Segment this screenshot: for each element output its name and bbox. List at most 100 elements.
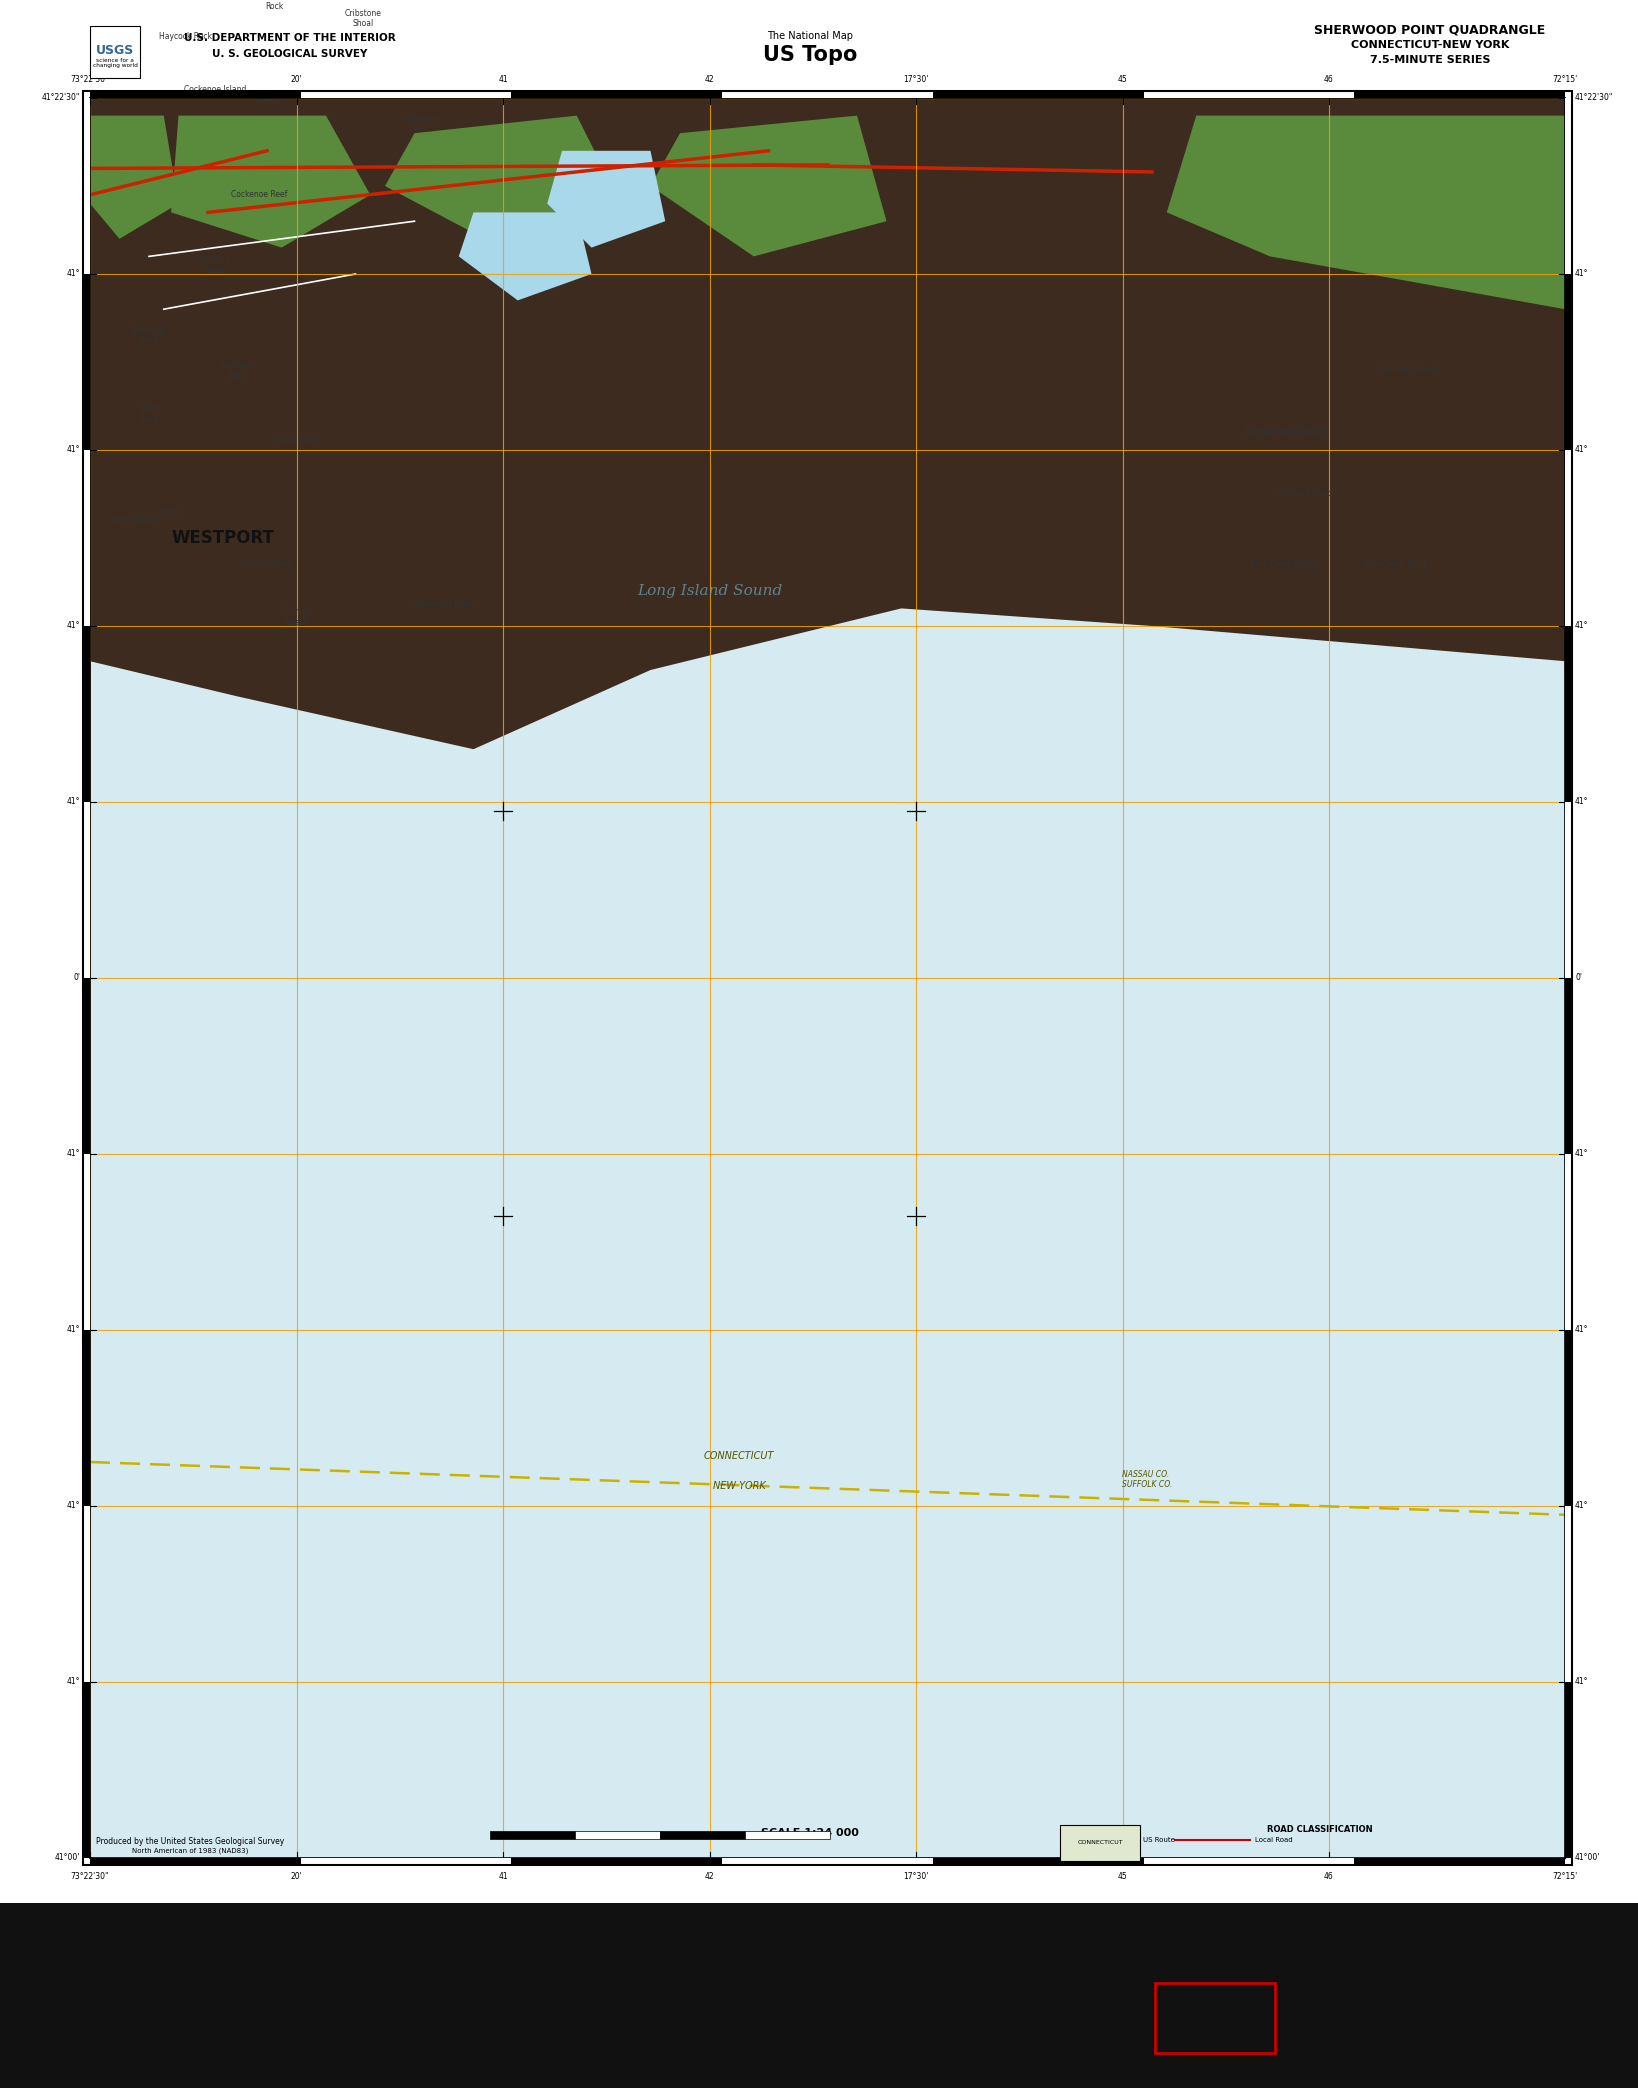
Text: US Route: US Route	[1143, 1837, 1174, 1844]
Text: Compo Point: Compo Point	[242, 560, 292, 568]
Bar	[1564, 1330, 1572, 1505]
Bar	[90, 98, 1564, 1858]
Bar	[1143, 92, 1355, 98]
Bar	[84, 92, 1572, 1865]
Bar	[934, 1858, 1143, 1865]
Text: 41°: 41°	[67, 798, 80, 806]
Bar	[1564, 1683, 1572, 1858]
Bar	[575, 1831, 660, 1840]
Bar	[511, 92, 722, 98]
Bar	[1564, 802, 1572, 977]
Bar	[84, 1683, 90, 1858]
Text: Fairfield Public Beach: Fairfield Public Beach	[1243, 428, 1325, 436]
Text: NEW YORK: NEW YORK	[713, 1480, 765, 1491]
Text: 41°22'30": 41°22'30"	[1576, 94, 1613, 102]
Text: science for a
changing world: science for a changing world	[93, 58, 138, 69]
Bar	[1155, 1984, 1274, 2053]
Bar	[84, 1505, 90, 1683]
Bar	[0, 1858, 1638, 1908]
Text: US Topo: US Topo	[763, 46, 857, 65]
Polygon shape	[459, 213, 591, 301]
Text: 73°22'30": 73°22'30"	[70, 75, 110, 84]
Text: 0': 0'	[1576, 973, 1582, 983]
Bar	[1564, 1505, 1572, 1683]
Text: 41°: 41°	[67, 1501, 80, 1510]
Text: Cockenoe Island: Cockenoe Island	[183, 86, 247, 94]
Bar	[84, 1155, 90, 1330]
Text: Cribstone
Shoal: Cribstone Shoal	[344, 8, 382, 29]
Text: Pine Creek Point: Pine Creek Point	[1364, 560, 1427, 568]
Text: SCALE 1:24 000: SCALE 1:24 000	[762, 1827, 858, 1837]
Text: 41°: 41°	[67, 1150, 80, 1159]
Text: Long Island Sound: Long Island Sound	[637, 585, 781, 597]
Text: 73°22'30": 73°22'30"	[70, 1873, 110, 1881]
Bar	[0, 1902, 1638, 2088]
Bar	[660, 1831, 745, 1840]
Bar	[1355, 92, 1564, 98]
Text: SHERWOOD POINT QUADRANGLE: SHERWOOD POINT QUADRANGLE	[1314, 23, 1546, 35]
Text: 41°: 41°	[1576, 622, 1589, 631]
Text: CONNECTICUT: CONNECTICUT	[704, 1451, 775, 1462]
Text: Cedar Point: Cedar Point	[274, 436, 319, 445]
Text: 41°00': 41°00'	[54, 1854, 80, 1862]
Text: 46: 46	[1324, 75, 1333, 84]
Polygon shape	[650, 115, 886, 257]
Text: Seymour
Point: Seymour Point	[133, 326, 165, 345]
Text: Pine Creek Beach: Pine Creek Beach	[1251, 560, 1319, 568]
Bar	[490, 1831, 575, 1840]
Text: Haycock Rock: Haycock Rock	[159, 31, 213, 42]
Bar	[301, 92, 511, 98]
Text: CONNECTICUT-NEW YORK: CONNECTICUT-NEW YORK	[1351, 40, 1509, 50]
Bar	[0, 98, 90, 1858]
Bar	[301, 1858, 511, 1865]
Bar	[1564, 451, 1572, 626]
Bar	[1355, 1858, 1564, 1865]
Text: Produced by the United States Geological Survey: Produced by the United States Geological…	[97, 1837, 283, 1846]
Bar	[84, 626, 90, 802]
Bar	[1564, 274, 1572, 451]
Text: 20': 20'	[290, 1873, 303, 1881]
Text: Cockenoe Reef: Cockenoe Reef	[231, 190, 288, 198]
Bar	[1564, 98, 1572, 274]
Text: 41°: 41°	[1576, 1150, 1589, 1159]
Text: North American of 1983 (NAD83): North American of 1983 (NAD83)	[131, 1848, 249, 1854]
Text: 41°: 41°	[1576, 1677, 1589, 1687]
Text: Dunder
Rock: Dunder Rock	[260, 0, 288, 10]
Text: Kitts Island: Kitts Island	[113, 516, 156, 524]
Bar	[934, 92, 1143, 98]
Text: 42: 42	[704, 1873, 714, 1881]
Text: Compo
Beach: Compo Beach	[283, 608, 310, 626]
Bar	[90, 98, 1564, 1858]
Polygon shape	[547, 150, 665, 248]
Text: 17°30': 17°30'	[903, 1873, 929, 1881]
Text: 45: 45	[1117, 75, 1127, 84]
Polygon shape	[385, 115, 621, 257]
Bar	[1060, 1825, 1140, 1860]
Text: 41°: 41°	[1576, 445, 1589, 455]
Text: 41°00': 41°00'	[1576, 1854, 1600, 1862]
Text: Sherwood Point: Sherwood Point	[414, 601, 473, 610]
Text: 41°: 41°	[67, 269, 80, 278]
Text: CONNECTICUT: CONNECTICUT	[1078, 1840, 1122, 1846]
Bar	[511, 1858, 722, 1865]
Polygon shape	[90, 115, 179, 238]
Text: 41: 41	[498, 75, 508, 84]
Text: 41°: 41°	[1576, 1326, 1589, 1334]
Text: WESTPORT: WESTPORT	[172, 528, 274, 547]
Text: NASSAU CO.
SUFFOLK CO.: NASSAU CO. SUFFOLK CO.	[1122, 1470, 1173, 1489]
Bar	[84, 98, 90, 274]
Text: Local Road: Local Road	[1255, 1837, 1292, 1844]
Text: 41: 41	[498, 1873, 508, 1881]
Text: 17°30': 17°30'	[903, 75, 929, 84]
Text: 41°: 41°	[1576, 1501, 1589, 1510]
Text: ROAD CLASSIFICATION: ROAD CLASSIFICATION	[1268, 1825, 1373, 1835]
Polygon shape	[170, 115, 370, 248]
Text: 41°: 41°	[67, 1677, 80, 1687]
Text: 20': 20'	[290, 75, 303, 84]
Bar	[1564, 626, 1572, 802]
Text: USGS: USGS	[97, 44, 134, 56]
Bar	[90, 25, 139, 77]
Text: 41°: 41°	[67, 1326, 80, 1334]
Bar	[1564, 977, 1572, 1155]
Text: Hanford
Rock: Hanford Rock	[200, 255, 231, 276]
